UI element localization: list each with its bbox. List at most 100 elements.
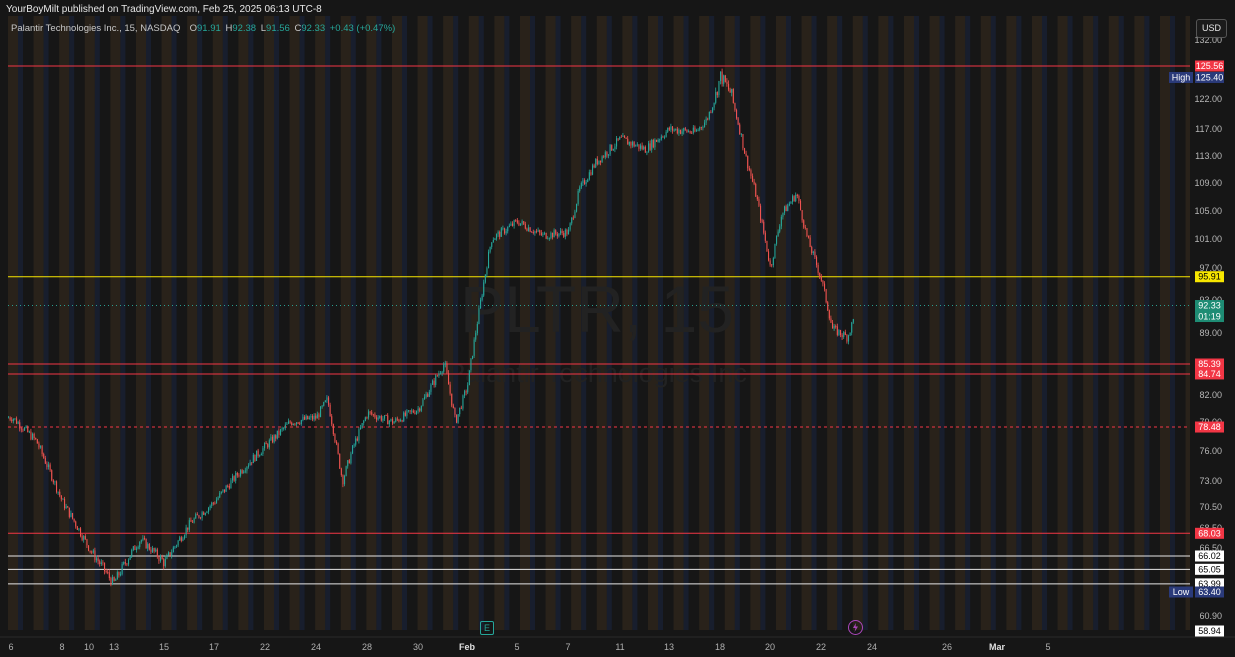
x-tick-label: 5 bbox=[514, 642, 519, 652]
candle-body bbox=[643, 146, 645, 150]
candle-body bbox=[272, 436, 274, 443]
candle-body bbox=[388, 420, 390, 425]
level-tag-box bbox=[1169, 586, 1193, 598]
candle-body bbox=[230, 480, 232, 489]
candle-body bbox=[737, 118, 739, 125]
level-price-text: 65.05 bbox=[1198, 564, 1221, 574]
session-band bbox=[212, 16, 223, 630]
candle-body bbox=[766, 240, 768, 252]
x-tick-label: 30 bbox=[413, 642, 423, 652]
premarket-band bbox=[222, 16, 228, 630]
session-band bbox=[673, 16, 684, 630]
candle-body bbox=[824, 283, 826, 290]
candle-body bbox=[707, 118, 709, 120]
premarket-band bbox=[18, 16, 23, 630]
candle-body bbox=[345, 466, 347, 476]
candle-body bbox=[252, 454, 254, 464]
candle-body bbox=[49, 464, 51, 471]
premarket-band bbox=[453, 16, 459, 630]
x-tick-label: 18 bbox=[715, 642, 725, 652]
candle-body bbox=[481, 295, 483, 300]
level-price-tag bbox=[1195, 358, 1224, 370]
candle-body bbox=[364, 417, 366, 421]
candle-body bbox=[488, 251, 490, 269]
candle-body bbox=[259, 455, 261, 457]
candle-body bbox=[35, 437, 37, 440]
candle-body bbox=[774, 243, 776, 259]
candle-body bbox=[246, 466, 248, 471]
candle-body bbox=[819, 272, 821, 277]
candle-body bbox=[241, 470, 243, 474]
candle-body bbox=[452, 405, 454, 408]
candle-body bbox=[313, 415, 315, 420]
candle-body bbox=[758, 199, 760, 206]
y-tick-label: 109.00 bbox=[1194, 178, 1222, 188]
candle-body bbox=[728, 83, 730, 90]
candle-body bbox=[366, 417, 368, 419]
candle-body bbox=[163, 559, 165, 567]
candle-body bbox=[715, 92, 717, 103]
lightning-icon[interactable] bbox=[848, 620, 863, 635]
candle-body bbox=[577, 190, 579, 204]
candle-body bbox=[696, 130, 698, 132]
candle-body bbox=[612, 149, 614, 151]
candle-body bbox=[700, 127, 702, 128]
symbol-name[interactable]: Palantir Technologies Inc., 15, NASDAQ bbox=[11, 23, 181, 34]
candle-body bbox=[846, 334, 848, 342]
candle-body bbox=[718, 80, 720, 96]
candle-body bbox=[620, 136, 622, 138]
candle-body bbox=[276, 430, 278, 439]
candle-body bbox=[384, 415, 386, 419]
candle-body bbox=[475, 333, 477, 340]
level-price-text: 125.56 bbox=[1196, 61, 1224, 71]
candle-body bbox=[280, 429, 282, 435]
premarket-band bbox=[939, 16, 945, 630]
session-band bbox=[571, 16, 582, 630]
candle-body bbox=[601, 156, 603, 163]
currency-button[interactable]: USD bbox=[1196, 19, 1227, 38]
session-band bbox=[929, 16, 940, 630]
session-band bbox=[776, 16, 786, 630]
watermark-name: Palantir Technologies Inc bbox=[447, 358, 747, 388]
candle-body bbox=[296, 422, 298, 425]
candle-body bbox=[456, 414, 458, 423]
level-price-tag bbox=[1195, 300, 1224, 323]
candle-body bbox=[828, 310, 830, 319]
candle-body bbox=[633, 142, 635, 147]
level-price-tag bbox=[1195, 586, 1224, 598]
candle-body bbox=[673, 129, 675, 131]
candle-body bbox=[193, 518, 195, 523]
candle-body bbox=[670, 126, 672, 130]
session-band bbox=[980, 16, 991, 630]
earnings-icon[interactable]: E bbox=[480, 621, 494, 635]
countdown-text: 01:19 bbox=[1198, 312, 1221, 322]
candle-body bbox=[625, 137, 627, 139]
session-band bbox=[366, 16, 377, 630]
candle-body bbox=[808, 235, 810, 238]
session-band bbox=[596, 16, 607, 630]
candle-body bbox=[630, 141, 632, 146]
candle-body bbox=[36, 439, 38, 444]
high-label: H bbox=[225, 23, 233, 34]
candle-body bbox=[420, 405, 422, 411]
candle-body bbox=[801, 210, 803, 221]
candle-body bbox=[318, 414, 320, 418]
candle-body bbox=[358, 429, 360, 441]
candle-body bbox=[382, 418, 384, 421]
x-tick-label: 15 bbox=[159, 642, 169, 652]
candle-body bbox=[67, 506, 69, 508]
candle-body bbox=[59, 491, 61, 496]
candle-body bbox=[150, 549, 152, 553]
candle-body bbox=[497, 231, 499, 235]
candle-body bbox=[91, 551, 93, 553]
candle-body bbox=[649, 143, 651, 150]
candle-body bbox=[339, 453, 341, 469]
session-band bbox=[264, 16, 274, 630]
candle-body bbox=[513, 220, 515, 226]
candle-body bbox=[816, 256, 818, 266]
premarket-band bbox=[632, 16, 638, 630]
candle-body bbox=[644, 146, 646, 153]
candle-body bbox=[756, 196, 758, 200]
candle-body bbox=[195, 514, 197, 519]
